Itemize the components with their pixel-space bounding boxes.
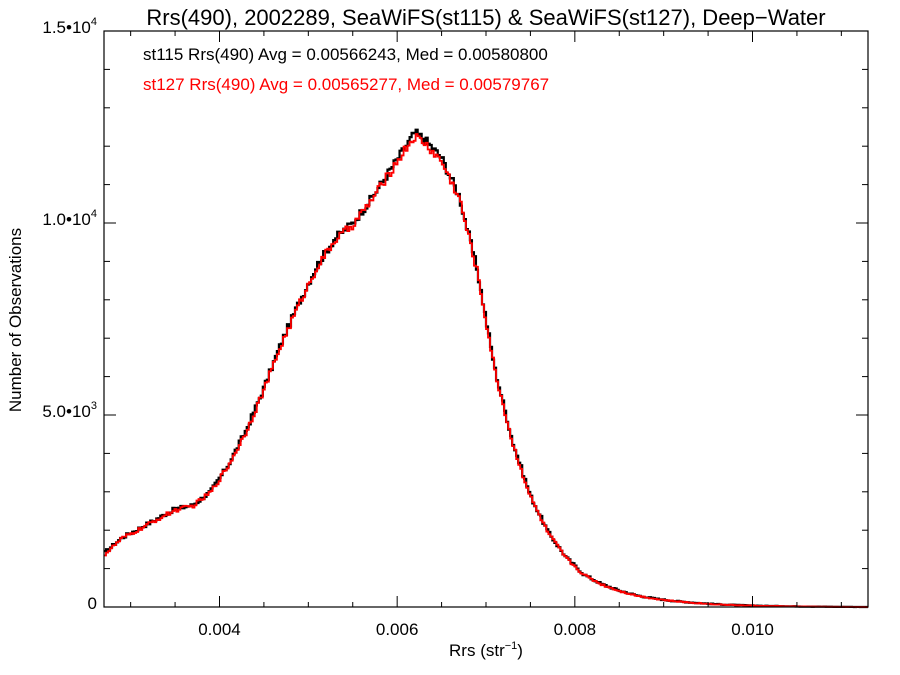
x-axis-label-close: ) — [517, 641, 523, 660]
y-tick-label-base: 1.5•10 — [42, 18, 91, 37]
x-axis-label-base: Rrs (str — [449, 641, 505, 660]
series-line-1 — [104, 128, 868, 609]
x-tick-label: 0.008 — [554, 620, 597, 639]
annotation-1: st115 Rrs(490) Avg = 0.00566243, Med = 0… — [143, 45, 548, 64]
chart-title: Rrs(490), 2002289, SeaWiFS(st115) & SeaW… — [146, 5, 825, 30]
series-line-2 — [104, 133, 868, 608]
y-tick-label-sup: 4 — [91, 16, 97, 28]
x-axis-label-sup: −1 — [505, 640, 518, 652]
x-tick-label: 0.006 — [376, 620, 419, 639]
y-tick-label: 1.5•104 — [42, 16, 97, 37]
x-tick-label: 0.010 — [731, 620, 774, 639]
y-tick-label: 5.0•103 — [42, 400, 97, 421]
y-axis-label: Number of Observations — [6, 228, 25, 412]
x-axis-label: Rrs (str−1) — [449, 640, 523, 660]
y-tick-label-sup: 3 — [91, 400, 97, 412]
x-tick-label: 0.004 — [198, 620, 241, 639]
y-tick-label: 0 — [88, 594, 97, 613]
y-tick-label: 1.0•104 — [42, 208, 97, 229]
annotation-2: st127 Rrs(490) Avg = 0.00565277, Med = 0… — [143, 75, 549, 94]
y-tick-label-sup: 4 — [91, 208, 97, 220]
y-tick-label-base: 1.0•10 — [42, 210, 91, 229]
y-tick-label-base: 5.0•10 — [42, 402, 91, 421]
y-tick-label-base: 0 — [88, 594, 97, 613]
